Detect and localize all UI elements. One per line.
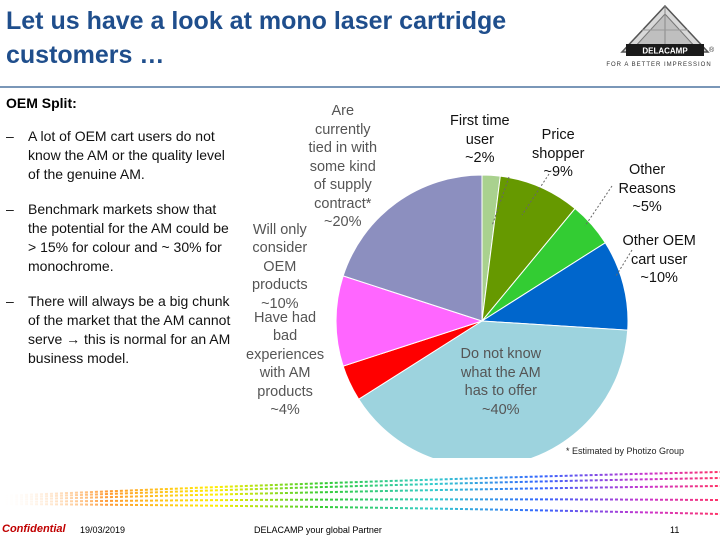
slice-label: Have had bad experiences with AM products ~4%	[246, 309, 324, 420]
pie-slice	[481, 175, 576, 323]
confidential-label: Confidential	[2, 523, 66, 535]
bullet-dash: –	[6, 293, 14, 309]
slice-label-line: ~20%	[324, 214, 362, 231]
slice-label-line: products	[252, 277, 308, 294]
slice-label-line: has to offer	[464, 383, 537, 399]
slice-label-line: ~10%	[261, 295, 299, 312]
bullet-text: Benchmark markets show that the potentia…	[28, 201, 229, 274]
pie-slice	[342, 174, 483, 322]
pie-chart: First time user ~2% Price shopper ~9% Other Rea…	[0, 88, 720, 458]
slice-label-line: Other	[628, 162, 666, 179]
footer-partner: DELACAMP your global Partner	[254, 525, 382, 535]
bullet-dash: –	[6, 128, 14, 144]
slice-label: Will only consider OEM products ~10%	[252, 221, 308, 314]
logo-tagline: FOR A BETTER IMPRESSION	[606, 62, 712, 68]
bullet-item: – A lot of OEM cart users do not know th…	[6, 127, 236, 184]
title-divider	[0, 86, 720, 88]
svg-text:®: ®	[709, 46, 715, 54]
slice-label-line: ~5%	[632, 199, 662, 216]
rainbow-swoosh-decoration	[0, 471, 720, 515]
slice-label-line: Other OEM	[622, 233, 696, 250]
bullet-text: There will always be a big chunk of the …	[28, 293, 231, 366]
footnote: * Estimated by Photizo Group	[566, 446, 685, 456]
leader-line	[584, 185, 613, 227]
slice-label-line: contract*	[314, 195, 372, 212]
slice-label-line: First time	[450, 113, 510, 130]
slice-label-line: user	[465, 131, 494, 148]
pie-slice	[358, 320, 629, 458]
slice-label: Other OEM cart user ~10%	[623, 232, 696, 288]
slide-footer: Confidential 19/03/2019 DELACAMP your gl…	[0, 520, 720, 540]
slice-label-line: OEM	[263, 258, 297, 275]
slice-label-line: cart user	[630, 251, 688, 268]
page-number: 11	[670, 525, 680, 535]
slice-label-line: some kind	[309, 158, 376, 175]
bullet-item: – Benchmark markets show that the potent…	[6, 200, 236, 276]
slice-label-line: Price	[541, 127, 575, 144]
slide-title: Let us have a look at mono laser cartrid…	[6, 7, 507, 69]
slice-label-line: ~9%	[543, 164, 573, 181]
slice-label-line: ~10%	[640, 270, 678, 287]
slice-label-line: ~4%	[270, 402, 300, 418]
slice-label-line: what the AM	[460, 364, 541, 381]
leader-line	[491, 176, 510, 227]
slice-label-line: consider	[252, 240, 308, 257]
leader-line	[521, 173, 550, 216]
pie-svg	[335, 173, 633, 458]
footer-date: 19/03/2019	[80, 525, 126, 535]
slice-label-line: Have had	[254, 309, 317, 326]
slice-label-line: products	[257, 383, 313, 400]
slice-label-line: Will only	[252, 221, 307, 238]
slice-label: Do not know what the AM has to offer ~40%	[461, 345, 542, 419]
slice-label-line: tied in with	[308, 140, 378, 157]
slice-label-line: ~40%	[482, 401, 520, 418]
slice-label-line: currently	[314, 121, 371, 138]
slice-label: First time user ~2%	[450, 112, 510, 168]
bullet-text: A lot of OEM cart users do not know the …	[28, 128, 225, 182]
slice-label-line: experiences	[246, 346, 325, 363]
slice-label: Other Reasons ~5%	[619, 161, 676, 217]
slice-label: Are currently tied in with some kind of supp…	[309, 102, 378, 232]
logo-wordmark: DELACAMP	[642, 47, 688, 56]
slice-label-line: of supply	[313, 177, 372, 194]
slice-label-line: Reasons	[618, 180, 676, 197]
delacamp-logo: DELACAMP ®	[620, 4, 715, 56]
pie-slice	[480, 242, 629, 331]
pie-slice	[335, 275, 484, 367]
slice-label-line: shopper	[532, 145, 585, 162]
slice-label-line: Are	[331, 103, 355, 120]
slice-label: Price shopper ~9%	[532, 126, 584, 182]
text-panel: OEM Split: – A lot of OEM cart users do …	[6, 95, 236, 368]
leader-line	[615, 249, 633, 277]
bullet-item: – There will always be a big chunk of th…	[6, 292, 236, 368]
section-heading: OEM Split:	[6, 95, 77, 111]
slice-label-line: ~2%	[465, 150, 495, 167]
slice-label-line: bad	[272, 328, 298, 344]
bullet-dash: –	[6, 201, 14, 217]
slice-label-line: Do not know	[460, 346, 542, 362]
slice-label-line: with AM	[259, 365, 311, 381]
